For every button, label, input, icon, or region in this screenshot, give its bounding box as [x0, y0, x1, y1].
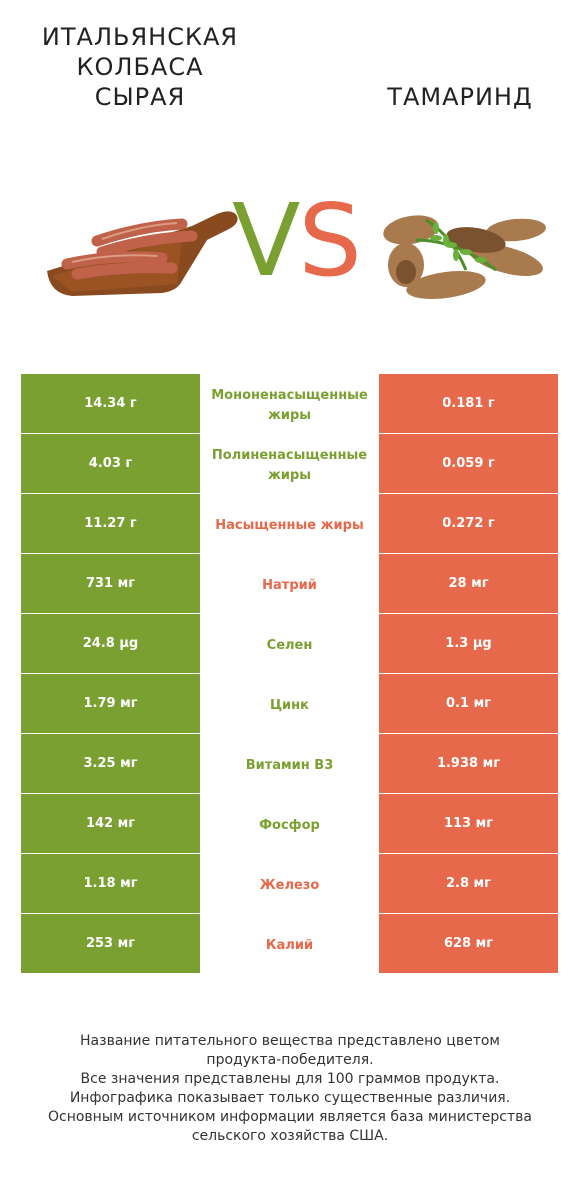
- footer-line: Основным источником информации является …: [48, 1109, 532, 1125]
- nutrient-label: Селен: [200, 614, 379, 673]
- nutrient-label: Полиненасыщенные жиры: [200, 434, 379, 493]
- sausage-on-board-image: [47, 211, 238, 296]
- right-value: 1.3 µg: [379, 614, 558, 673]
- table-row: 253 мг Калий 628 мг: [21, 914, 558, 973]
- table-row: 11.27 г Насыщенные жиры 0.272 г: [21, 494, 558, 553]
- table-row: 3.25 мг Витамин B3 1.938 мг: [21, 734, 558, 793]
- nutrient-label: Натрий: [200, 554, 379, 613]
- table-row: 142 мг Фосфор 113 мг: [21, 794, 558, 853]
- nutrient-label: Цинк: [200, 674, 379, 733]
- right-value: 1.938 мг: [379, 734, 558, 793]
- nutrient-label: Насыщенные жиры: [200, 494, 379, 553]
- right-value: 0.1 мг: [379, 674, 558, 733]
- right-value: 628 мг: [379, 914, 558, 973]
- right-value: 0.059 г: [379, 434, 558, 493]
- footer-line: продукта-победителя.: [206, 1052, 374, 1068]
- footer-line: Все значения представлены для 100 граммо…: [80, 1071, 500, 1087]
- footer-line: Название питательного вещества представл…: [80, 1033, 500, 1049]
- nutrient-label: Мононенасыщенные жиры: [200, 374, 379, 433]
- left-value: 11.27 г: [21, 494, 200, 553]
- left-value: 14.34 г: [21, 374, 200, 433]
- comparison-table: 14.34 г Мононенасыщенные жиры 0.181 г 4.03 …: [21, 374, 558, 974]
- nutrient-label: Калий: [200, 914, 379, 973]
- table-row: 1.18 мг Железо 2.8 мг: [21, 854, 558, 913]
- vs-logo: VS: [232, 182, 362, 299]
- left-value: 731 мг: [21, 554, 200, 613]
- right-food-title: ТАМАРИНД: [387, 83, 533, 111]
- left-value: 4.03 г: [21, 434, 200, 493]
- left-value: 1.79 мг: [21, 674, 200, 733]
- table-row: 731 мг Натрий 28 мг: [21, 554, 558, 613]
- tamarind-image: [383, 215, 546, 300]
- left-value: 24.8 µg: [21, 614, 200, 673]
- nutrient-label: Витамин B3: [200, 734, 379, 793]
- footer-line: Инфографика показывает только существенн…: [69, 1090, 511, 1106]
- left-value: 253 мг: [21, 914, 200, 973]
- right-value: 28 мг: [379, 554, 558, 613]
- table-row: 14.34 г Мононенасыщенные жиры 0.181 г: [21, 374, 558, 433]
- left-value: 142 мг: [21, 794, 200, 853]
- table-row: 24.8 µg Селен 1.3 µg: [21, 614, 558, 673]
- nutrient-label: Железо: [200, 854, 379, 913]
- right-value: 0.181 г: [379, 374, 558, 433]
- left-value: 3.25 мг: [21, 734, 200, 793]
- left-value: 1.18 мг: [21, 854, 200, 913]
- table-row: 4.03 г Полиненасыщенные жиры 0.059 г: [21, 434, 558, 493]
- right-value: 113 мг: [379, 794, 558, 853]
- table-row: 1.79 мг Цинк 0.1 мг: [21, 674, 558, 733]
- footer-notes: Название питательного вещества представл…: [20, 1032, 560, 1146]
- nutrient-label: Фосфор: [200, 794, 379, 853]
- footer-line: сельского хозяйства США.: [191, 1128, 389, 1144]
- right-value: 0.272 г: [379, 494, 558, 553]
- left-food-title: ИТАЛЬЯНСКАЯ КОЛБАСА СЫРАЯ: [41, 23, 239, 111]
- right-value: 2.8 мг: [379, 854, 558, 913]
